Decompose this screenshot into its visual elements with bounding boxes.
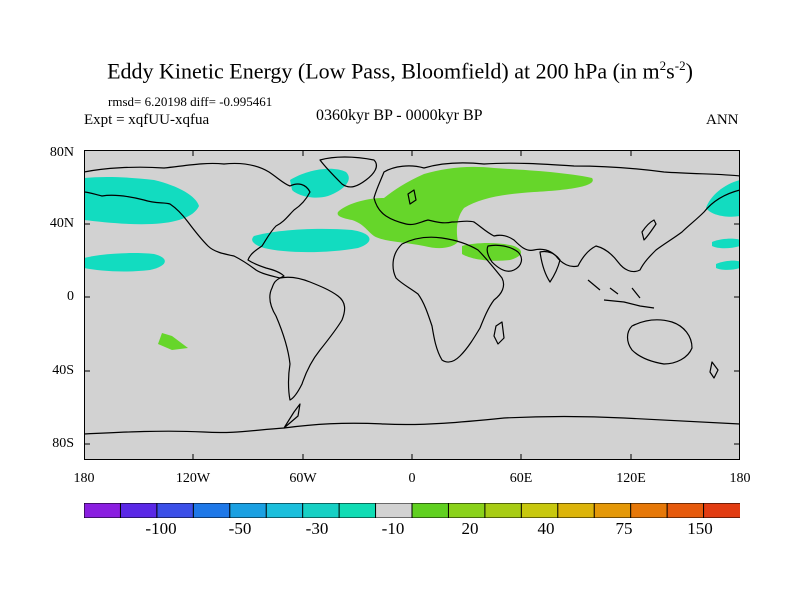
anomaly-north-pacific xyxy=(84,176,199,225)
anomaly-europe-mediterranean xyxy=(337,166,593,249)
colorbar-swatch-15 xyxy=(630,503,669,518)
coast-antarctic-peninsula xyxy=(283,403,301,429)
colorbar-label-4: 20 xyxy=(461,519,479,538)
anomaly-south-pacific xyxy=(158,333,188,350)
x-tick-120e: 120E xyxy=(616,471,646,486)
coast-arabia xyxy=(486,244,523,272)
colorbar-swatch-9 xyxy=(411,503,450,518)
colorbar-swatch-0 xyxy=(84,503,122,518)
colorbar-swatch-3 xyxy=(192,503,231,518)
colorbar-swatch-12 xyxy=(520,503,559,518)
colorbar xyxy=(84,503,740,518)
x-tick-120w: 120W xyxy=(175,471,211,486)
rmsd-value: rmsd= 6.20198 xyxy=(108,94,187,109)
colorbar-swatch-13 xyxy=(557,503,596,518)
colorbar-swatch-6 xyxy=(302,503,341,518)
coast-greenland xyxy=(319,156,378,188)
anomaly-west-pacific-small xyxy=(712,238,740,249)
colorbar-swatch-1 xyxy=(119,503,158,518)
colorbar-swatch-5 xyxy=(265,503,304,518)
coastlines xyxy=(84,156,740,435)
anomaly-subtropical-pacific xyxy=(84,253,165,272)
coast-japan xyxy=(641,219,657,241)
y-tick-40s: 40S xyxy=(52,363,74,378)
x-tick-0: 0 xyxy=(408,471,416,486)
x-tick-180w: 180 xyxy=(73,471,95,486)
y-tick-80s: 80S xyxy=(52,436,74,451)
coast-antarctica xyxy=(84,415,740,435)
coast-africa xyxy=(392,236,505,363)
season-label: ANN xyxy=(706,112,739,128)
colorbar-label-0: -100 xyxy=(145,519,177,538)
x-tick-60w: 60W xyxy=(289,471,317,486)
y-tick-0: 0 xyxy=(67,289,74,304)
stats-line: rmsd= 6.20198 diff= -0.995461 xyxy=(108,94,272,110)
y-tick-80n: 80N xyxy=(49,145,74,160)
x-tick-60e: 60E xyxy=(509,471,533,486)
colorbar-swatch-2 xyxy=(156,503,195,518)
coast-south-america xyxy=(269,276,346,401)
y-tick-40n: 40N xyxy=(49,216,74,231)
diff-value: diff= -0.995461 xyxy=(190,94,273,109)
map-panel xyxy=(84,150,740,460)
coast-eurasia xyxy=(373,162,740,273)
coast-north-america xyxy=(84,162,311,279)
colorbar-label-1: -50 xyxy=(228,519,252,538)
coast-indonesia xyxy=(587,279,655,309)
colorbar-label-2: -30 xyxy=(305,519,329,538)
experiment-label: Expt = xqfUU-xqfua xyxy=(84,112,210,128)
coast-australia xyxy=(626,319,693,365)
colorbar-swatch-11 xyxy=(484,503,523,518)
anomaly-west-pacific-lower xyxy=(716,260,740,270)
anomaly-middle-east xyxy=(462,243,522,261)
coast-madagascar xyxy=(493,321,505,345)
colorbar-swatch-14 xyxy=(593,503,632,518)
colorbar-swatch-7 xyxy=(338,503,377,518)
anomaly-west-pacific-east xyxy=(706,180,740,217)
plot-title: Eddy Kinetic Energy (Low Pass, Bloomfiel… xyxy=(107,58,693,84)
colorbar-swatch-16 xyxy=(666,503,705,518)
colorbar-swatch-17 xyxy=(703,503,740,518)
x-tick-180e: 180 xyxy=(729,471,751,486)
period-label: 0360kyr BP - 0000kyr BP xyxy=(316,107,483,124)
colorbar-swatch-8 xyxy=(375,503,413,518)
colorbar-label-6: 75 xyxy=(615,519,633,538)
coast-new-zealand xyxy=(709,361,719,379)
colorbar-label-7: 150 xyxy=(687,519,713,538)
tick-marks xyxy=(84,150,740,460)
colorbar-swatch-10 xyxy=(447,503,486,518)
anomaly-shading xyxy=(84,166,740,350)
colorbar-label-5: 40 xyxy=(537,519,555,538)
colorbar-swatch-4 xyxy=(229,503,268,518)
coast-uk xyxy=(407,189,417,205)
coast-india xyxy=(539,250,561,283)
colorbar-label-3: -10 xyxy=(381,519,405,538)
anomaly-subtropical-atlantic xyxy=(252,228,370,253)
